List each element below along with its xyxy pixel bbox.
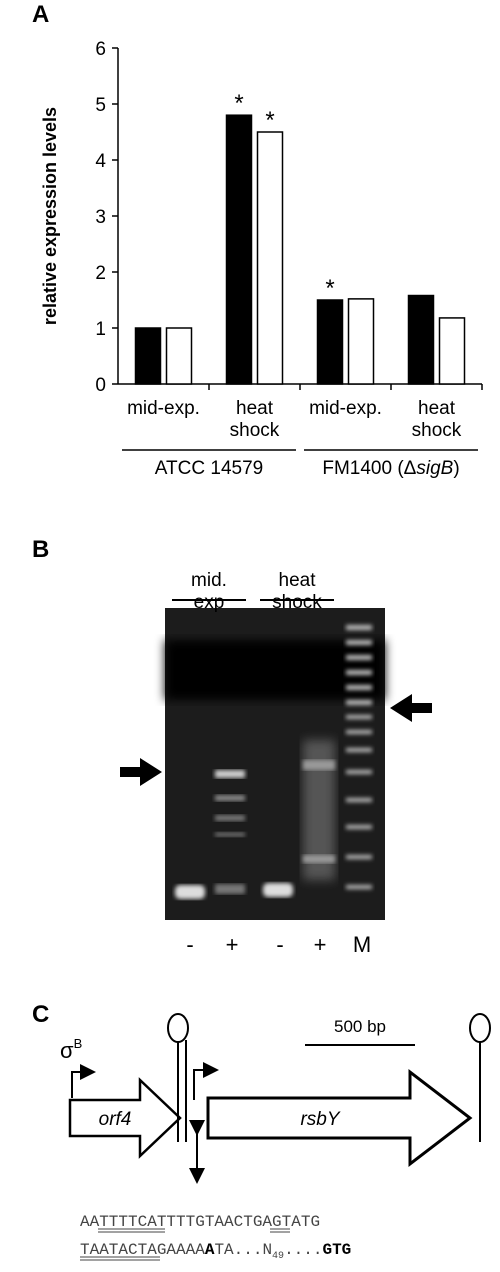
bar — [165, 327, 193, 385]
sequence-underlines — [80, 1228, 290, 1261]
x-tick-label-line: heat — [418, 398, 456, 419]
y-axis-label: relative expression levels — [40, 107, 60, 325]
lane-label: M — [353, 932, 371, 957]
group-label: FM1400 (ΔsigB) — [322, 458, 459, 479]
sequence-part: .... — [284, 1241, 322, 1259]
panel-label: C — [32, 1001, 49, 1028]
x-tick-label-line: shock — [412, 420, 462, 441]
bar — [438, 317, 466, 385]
y-tick-label: 4 — [95, 151, 106, 172]
lane-label: + — [226, 932, 239, 957]
sequence-part: TA...N — [214, 1241, 272, 1259]
bar — [134, 327, 162, 385]
lane-group-label: shock — [272, 592, 322, 613]
bar — [407, 294, 435, 385]
sigma-sup: B — [74, 1036, 83, 1051]
annotation: * — [325, 275, 334, 302]
bar — [347, 298, 375, 385]
sequence-part: A — [205, 1241, 215, 1259]
gel-image — [165, 608, 385, 920]
sigma-label: σB — [60, 1036, 82, 1063]
sequence-part: AATTTTCATTTTGTAACTGAGTATG — [80, 1213, 320, 1231]
bar — [225, 114, 253, 385]
lane-label: - — [186, 932, 193, 957]
gene-label: orf4 — [99, 1109, 132, 1130]
x-tick-label: mid-exp. — [309, 398, 382, 419]
y-tick-label: 5 — [95, 95, 106, 116]
group-label-part: FM1400 (Δ — [322, 458, 416, 479]
sigma: σ — [60, 1038, 74, 1063]
annotation: * — [234, 90, 243, 117]
y-tick-label: 2 — [95, 263, 106, 284]
x-tick-label: mid-exp. — [127, 398, 200, 419]
lane-label: + — [314, 932, 327, 957]
x-tick-label-line: shock — [230, 420, 280, 441]
panel-label: A — [32, 1, 49, 28]
gel-arrows — [120, 694, 432, 786]
sequence-part: GTG — [322, 1241, 351, 1259]
y-tick-label: 3 — [95, 207, 106, 228]
lane-group-label: exp — [194, 592, 225, 613]
bar — [256, 131, 284, 385]
y-tick-label: 6 — [95, 39, 106, 60]
y-tick-label: 0 — [95, 375, 106, 396]
y-tick-label: 1 — [95, 319, 106, 340]
gene-label: rsbY — [300, 1109, 340, 1130]
x-tick-label: heat shock — [412, 398, 462, 441]
sequence-line: TAATACTAGAAAAATA...N49....GTG — [80, 1241, 351, 1262]
sequence-line: AATTTTCATTTTGTAACTGAGTATG — [80, 1213, 320, 1231]
gene-diagram — [68, 1013, 491, 1184]
group-label-part: sigB — [416, 458, 453, 479]
bar — [316, 299, 344, 385]
group-label: ATCC 14579 — [155, 458, 263, 479]
lane-group-label: heat — [279, 570, 317, 591]
group-label-part: ) — [453, 458, 459, 479]
annotation: * — [265, 107, 274, 134]
group-label-part: ATCC 14579 — [155, 458, 263, 479]
panel-label: B — [32, 536, 49, 563]
scale-label: 500 bp — [334, 1017, 386, 1036]
x-tick-label: heat shock — [230, 398, 280, 441]
sequence-part: 49 — [272, 1251, 284, 1262]
lane-label: - — [276, 932, 283, 957]
sequence-part: TAATACTAGAAAA — [80, 1241, 205, 1259]
x-tick-label-line: heat — [236, 398, 274, 419]
lane-group-label: mid. — [191, 570, 227, 591]
